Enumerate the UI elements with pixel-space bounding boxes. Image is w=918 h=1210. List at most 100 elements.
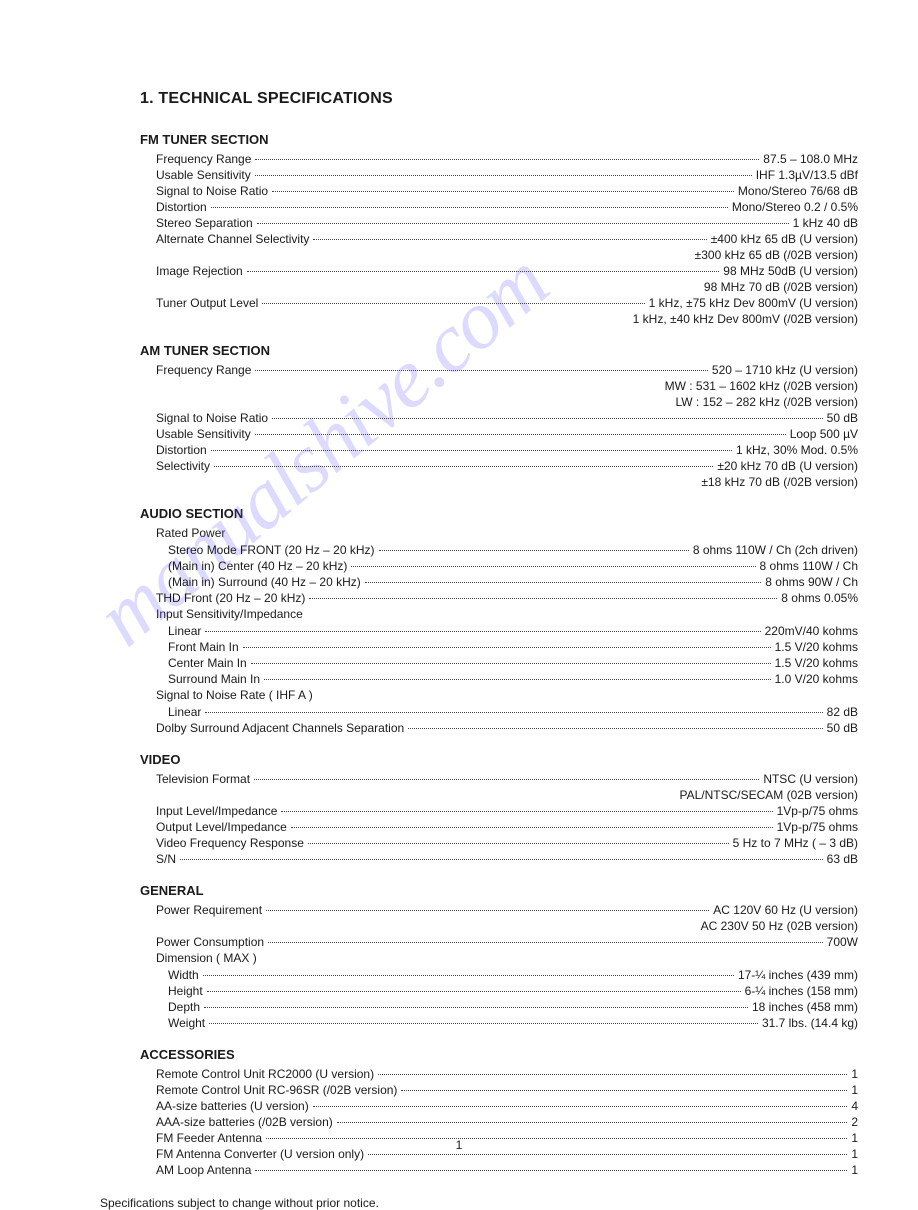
leader-dots [351,566,755,567]
leader-dots [408,728,822,729]
spec-label: Power Consumption [140,935,266,950]
spec-row: Linear220mV/40 kohms [140,623,858,639]
spec-value: Loop 500 µV [788,427,858,442]
spec-row: Stereo Separation1 kHz 40 dB [140,215,858,231]
spec-row: Depth18 inches (458 mm) [140,999,858,1015]
section-rows: Remote Control Unit RC2000 (U version) 1R… [140,1066,858,1178]
spec-label: Remote Control Unit RC2000 (U version) [140,1067,376,1082]
spec-subheading: Input Sensitivity/Impedance [140,606,858,623]
leader-dots [368,1154,847,1155]
spec-row: Linear82 dB [140,704,858,720]
section-heading: VIDEO [140,752,858,767]
leader-dots [211,207,728,208]
spec-value: 31.7 lbs. (14.4 kg) [760,1016,858,1031]
spec-value: 50 dB [825,411,858,426]
leader-dots [281,811,772,812]
spec-label: Video Frequency Response [140,836,306,851]
leader-dots [205,631,760,632]
spec-label: Alternate Channel Selectivity [140,232,311,247]
spec-value: 1 [849,1067,858,1082]
sections-container: FM TUNER SECTION Frequency Range87.5 – 10… [140,132,858,1178]
spec-value: 5 Hz to 7 MHz ( – 3 dB) [731,836,858,851]
section-rows: Frequency Range520 – 1710 kHz (U version… [140,362,858,490]
spec-row: Remote Control Unit RC-96SR (/02B versio… [140,1082,858,1098]
leader-dots [272,191,734,192]
spec-value: 1Vp-p/75 ohms [775,820,858,835]
section-rows: Television FormatNTSC (U version)PAL/NTS… [140,771,858,867]
spec-row: THD Front (20 Hz – 20 kHz)8 ohms 0.05% [140,590,858,606]
spec-value: 8 ohms 110W / Ch [758,559,858,574]
spec-row: Front Main In1.5 V/20 kohms [140,639,858,655]
spec-row: Width17-¼ inches (439 mm) [140,967,858,983]
spec-value: 1 kHz, 30% Mod. 0.5% [734,443,858,458]
spec-value: 1Vp-p/75 ohms [775,804,858,819]
leader-dots [204,1007,748,1008]
spec-row: Frequency Range87.5 – 108.0 MHz [140,151,858,167]
section-heading: FM TUNER SECTION [140,132,858,147]
leader-dots [379,550,689,551]
spec-label: Surround Main In [140,672,262,687]
spec-row: AAA-size batteries (/02B version)2 [140,1114,858,1130]
spec-value: 1 kHz, ±40 kHz Dev 800mV (/02B version) [631,312,858,327]
spec-value: 8 ohms 110W / Ch (2ch driven) [691,543,858,558]
spec-label: Tuner Output Level [140,296,260,311]
spec-label: AA-size batteries (U version) [140,1099,311,1114]
spec-label: (Main in) Center (40 Hz – 20 kHz) [140,559,349,574]
spec-value: 1.5 V/20 kohms [773,656,858,671]
leader-dots [313,239,706,240]
spec-value: 17-¼ inches (439 mm) [736,968,858,983]
spec-value: ±20 kHz 70 dB (U version) [715,459,858,474]
leader-dots [205,712,822,713]
leader-dots [254,779,759,780]
spec-row: S/N63 dB [140,851,858,867]
spec-value: MW : 531 – 1602 kHz (/02B version) [663,379,858,394]
leader-dots [309,598,777,599]
leader-dots [255,159,759,160]
page-title: 1. TECHNICAL SPECIFICATIONS [140,90,858,108]
spec-value: ±300 kHz 65 dB (/02B version) [693,248,858,263]
spec-row: AC 230V 50 Hz (02B version) [140,918,858,934]
leader-dots [255,1170,847,1171]
section-heading: AM TUNER SECTION [140,343,858,358]
page: manualshive.com 1. TECHNICAL SPECIFICATI… [0,0,918,1188]
spec-subheading: Signal to Noise Rate ( IHF A ) [140,687,858,704]
spec-label: Selectivity [140,459,212,474]
spec-label: Image Rejection [140,264,245,279]
spec-row: (Main in) Surround (40 Hz – 20 kHz)8 ohm… [140,574,858,590]
section-heading: ACCESSORIES [140,1047,858,1062]
spec-value: AC 120V 60 Hz (U version) [711,903,858,918]
leader-dots [264,679,771,680]
spec-label: Distortion [140,443,209,458]
spec-label: Power Requirement [140,903,264,918]
spec-label: Height [140,984,205,999]
spec-label: (Main in) Surround (40 Hz – 20 kHz) [140,575,363,590]
spec-value: 1 [849,1083,858,1098]
leader-dots [180,859,823,860]
spec-label: AAA-size batteries (/02B version) [140,1115,335,1130]
spec-label: S/N [140,852,178,867]
spec-value: 8 ohms 0.05% [779,591,858,606]
leader-dots [378,1074,847,1075]
spec-label: Weight [140,1016,207,1031]
spec-value: Mono/Stereo 0.2 / 0.5% [730,200,858,215]
spec-value: NTSC (U version) [761,772,858,787]
spec-label: Linear [140,705,203,720]
spec-value: 1.0 V/20 kohms [773,672,858,687]
spec-value: PAL/NTSC/SECAM (02B version) [678,788,859,803]
spec-label: Signal to Noise Ratio [140,411,270,426]
spec-label: Distortion [140,200,209,215]
spec-value: 50 dB [825,721,858,736]
leader-dots [268,942,823,943]
spec-value: 18 inches (458 mm) [750,1000,858,1015]
spec-label: Stereo Separation [140,216,255,231]
spec-row: Input Level/Impedance1Vp-p/75 ohms [140,803,858,819]
spec-value: Mono/Stereo 76/68 dB [736,184,858,199]
spec-row: Frequency Range520 – 1710 kHz (U version… [140,362,858,378]
leader-dots [247,271,720,272]
spec-value: IHF 1.3µV/13.5 dBf [754,168,858,183]
spec-row: Tuner Output Level1 kHz, ±75 kHz Dev 800… [140,295,858,311]
leader-dots [214,466,713,467]
section-rows: Frequency Range87.5 – 108.0 MHzUsable Se… [140,151,858,327]
spec-subheading: Rated Power [140,525,858,542]
spec-label: Center Main In [140,656,249,671]
